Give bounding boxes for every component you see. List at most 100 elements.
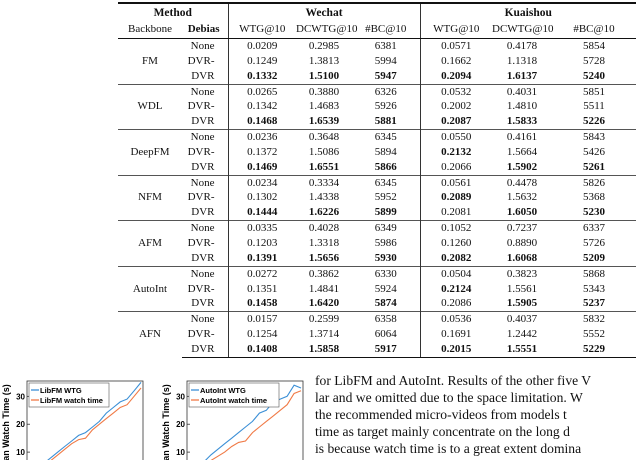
metric-header: WTG@10 xyxy=(419,21,492,39)
value-cell: 6345 xyxy=(352,129,420,145)
value-cell: 0.2132 xyxy=(419,144,492,160)
value-cell: 0.2086 xyxy=(419,296,492,312)
value-cell: 5881 xyxy=(374,115,397,128)
value-cell: 0.1408 xyxy=(227,341,296,358)
backbone-cell: NFM xyxy=(118,174,182,221)
value-cell: 1.6226 xyxy=(308,206,340,219)
y-tick-label: 20 xyxy=(176,420,185,429)
table-row: WDL None 0.0265 0.3880 6326 0.0532 0.4031 5851 xyxy=(118,83,636,130)
table-row: DVR 0.1444 1.6226 5899 0.2081 1.6050 5230 xyxy=(118,205,636,221)
value-cell: 0.2089 xyxy=(419,190,492,206)
value-cell: 0.0335 xyxy=(227,220,296,236)
value-cell: 6349 xyxy=(352,220,420,236)
backbone-cell: AFM xyxy=(118,220,182,267)
value-cell: 5843 xyxy=(552,129,636,145)
value-cell: 0.2985 xyxy=(308,40,340,52)
value-cell: 6381 xyxy=(374,40,397,52)
value-cell: 1.6539 xyxy=(308,115,340,128)
debias-cell: DVR- xyxy=(187,100,215,113)
value-cell: 6330 xyxy=(352,265,420,282)
backbone-cell: AFN xyxy=(118,311,182,358)
debias-cell: None xyxy=(182,265,228,282)
value-cell: 5343 xyxy=(583,282,605,295)
value-cell: 5552 xyxy=(583,328,605,341)
debias-cell: DVR- xyxy=(187,328,215,341)
value-cell: 0.0236 xyxy=(227,129,296,145)
value-cell: 1.5656 xyxy=(308,251,340,264)
value-cell: 1.5858 xyxy=(296,341,352,358)
series-line-0 xyxy=(47,382,142,460)
value-cell: 1.6137 xyxy=(506,69,538,82)
value-cell: 0.4031 xyxy=(492,83,552,100)
value-cell: 0.1468 xyxy=(227,114,296,130)
value-cell: 5947 xyxy=(374,69,397,82)
debias-cell: DVR- xyxy=(187,191,215,204)
backbone-cell: WDL xyxy=(118,83,182,130)
value-cell: 5924 xyxy=(374,282,397,295)
value-cell: 0.4028 xyxy=(296,220,352,236)
value-cell: 5426 xyxy=(583,145,605,158)
backbone-cell: DeepFM xyxy=(118,129,182,176)
y-axis-label: ean Watch Time (s) xyxy=(161,384,171,460)
table-row: DVR 0.1391 1.5656 5930 0.2082 1.6068 5209 xyxy=(118,250,636,267)
value-cell: 5230 xyxy=(583,206,605,219)
value-cell: 0.4178 xyxy=(506,40,538,52)
backbone-header: Backbone xyxy=(118,21,182,39)
table-row: DVR- 0.1302 1.4338 5952 0.2089 1.5632 5368 xyxy=(118,190,636,206)
y-tick-label: 20 xyxy=(16,420,25,429)
metric-header: #BC@10 xyxy=(352,21,420,39)
value-cell: 0.1254 xyxy=(227,327,296,342)
value-cell: 1.6068 xyxy=(506,251,538,264)
value-cell: 5229 xyxy=(552,341,636,358)
value-cell: 5826 xyxy=(552,174,636,191)
value-cell: 0.4161 xyxy=(492,129,552,145)
debias-header: Debias xyxy=(182,21,228,39)
table-row: DVR- 0.1254 1.3714 6064 0.1691 1.2442 5552 xyxy=(118,327,636,342)
y-tick-label: 10 xyxy=(16,448,25,457)
debias-cell: DVR- xyxy=(187,282,215,295)
paragraph-line: lar and we omitted due to the space limi… xyxy=(315,390,583,405)
table-row: DVR 0.1468 1.6539 5881 0.2087 1.5833 5226 xyxy=(118,114,636,130)
debias-cell: None xyxy=(182,311,228,328)
debias-cell: DVR xyxy=(191,160,215,173)
value-cell: 0.1351 xyxy=(227,281,296,297)
value-cell: 6337 xyxy=(552,220,636,236)
value-cell: 5240 xyxy=(583,69,605,82)
value-cell: 0.2087 xyxy=(419,114,492,130)
value-cell: 5851 xyxy=(552,83,636,100)
autoint-watch-time-chart: 10 20 30 ean Watch Time (s) AutoInt WTGAutoI… xyxy=(161,380,304,460)
debias-cell: None xyxy=(182,220,228,236)
y-tick-label: 30 xyxy=(16,392,25,401)
value-cell: 6358 xyxy=(352,311,420,328)
legend-label: AutoInt watch time xyxy=(200,396,267,405)
value-cell: 1.4810 xyxy=(506,100,538,113)
value-cell: 0.1203 xyxy=(227,235,296,251)
table-row: DVR 0.1469 1.6551 5866 0.2066 1.5902 5261 xyxy=(118,159,636,176)
value-cell: 5894 xyxy=(374,145,397,158)
value-cell: 1.1318 xyxy=(506,54,538,67)
debias-cell: None xyxy=(190,40,215,52)
value-cell: 6345 xyxy=(352,174,420,191)
value-cell: 5952 xyxy=(374,191,397,204)
value-cell: 0.0234 xyxy=(227,174,296,191)
dataset-header-wechat: Wechat xyxy=(227,2,420,21)
table-row: DVR- 0.1351 1.4841 5924 0.2124 1.5561 5343 xyxy=(118,281,636,297)
value-cell: 1.5664 xyxy=(506,145,538,158)
value-cell: 1.5905 xyxy=(506,297,538,310)
value-cell: 0.3648 xyxy=(296,129,352,145)
value-cell: 0.3334 xyxy=(296,174,352,191)
value-cell: 1.5561 xyxy=(506,282,538,295)
value-cell: 0.7237 xyxy=(492,220,552,236)
value-cell: 1.5551 xyxy=(492,341,552,358)
value-cell: 0.4478 xyxy=(492,174,552,191)
value-cell: 0.0536 xyxy=(419,311,492,328)
debias-cell: DVR- xyxy=(187,145,215,158)
debias-cell: None xyxy=(182,129,228,145)
value-cell: 0.1302 xyxy=(227,190,296,206)
value-cell: 5728 xyxy=(583,54,605,67)
value-cell: 5899 xyxy=(374,206,397,219)
value-cell: 0.2599 xyxy=(296,311,352,328)
value-cell: 0.0265 xyxy=(227,83,296,100)
value-cell: 5726 xyxy=(583,236,605,249)
